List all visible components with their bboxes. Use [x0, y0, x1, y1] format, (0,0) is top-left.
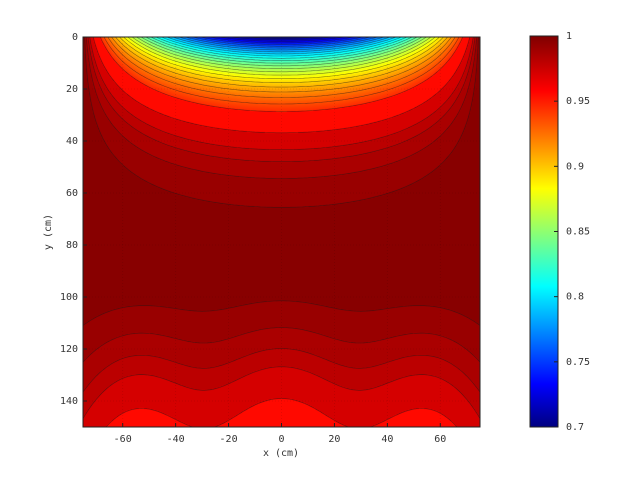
y-axis-label: y (cm)	[43, 214, 54, 250]
colorbar-gradient	[530, 36, 558, 427]
contour-line	[92, 37, 471, 427]
contour-line	[83, 37, 480, 393]
x-tick-label: -40	[167, 434, 185, 445]
colorbar-tick-label: 0.75	[566, 357, 590, 368]
colorbar-tick-label: 0.9	[566, 161, 584, 172]
colorbar-tick-label: 0.7	[566, 422, 584, 433]
y-tick-label: 40	[66, 136, 78, 147]
colorbar-tick-label: 0.8	[566, 292, 584, 303]
y-tick-label: 0	[72, 32, 78, 43]
contour-line	[115, 37, 448, 88]
y-tick-label: 20	[66, 84, 78, 95]
x-tick-label: -60	[114, 434, 132, 445]
x-tick-label: 0	[278, 434, 284, 445]
contour-line	[83, 37, 480, 363]
contour-line	[123, 37, 440, 79]
y-tick-label: 140	[60, 396, 78, 407]
y-tick-label: 80	[66, 240, 78, 251]
colorbar-ticks: 0.7 0.75 0.8 0.85 0.9 0.95 1	[554, 31, 590, 433]
colorbar-tick-label: 1	[566, 31, 572, 42]
y-tick-label: 60	[66, 188, 78, 199]
x-tick-label: 60	[434, 434, 446, 445]
grid-lines	[83, 37, 480, 427]
heatmap-field	[83, 37, 480, 427]
x-tick-label: 40	[381, 434, 393, 445]
contour-line	[83, 37, 480, 419]
x-tick-label: 20	[328, 434, 340, 445]
x-tick-label: -20	[220, 434, 238, 445]
y-axis-ticks: 0 20 40 60 80 100 120 140	[60, 32, 87, 407]
contour-line	[83, 37, 480, 326]
y-tick-label: 100	[60, 292, 78, 303]
colorbar-tick-label: 0.95	[566, 96, 590, 107]
plot-area: -60 -40 -20 0 20 40 60 0 20 40 60 80 100 120 140 x (c…	[43, 32, 481, 459]
contour-line	[136, 37, 427, 69]
contour-line	[107, 37, 456, 98]
colorbar-tick-label: 0.85	[566, 227, 590, 238]
colorbar: 0.7 0.75 0.8 0.85 0.9 0.95 1	[529, 31, 590, 433]
y-tick-label: 120	[60, 344, 78, 355]
x-axis-ticks: -60 -40 -20 0 20 40 60	[114, 423, 446, 445]
contour-line	[100, 37, 463, 112]
x-axis-label: x (cm)	[263, 448, 299, 459]
